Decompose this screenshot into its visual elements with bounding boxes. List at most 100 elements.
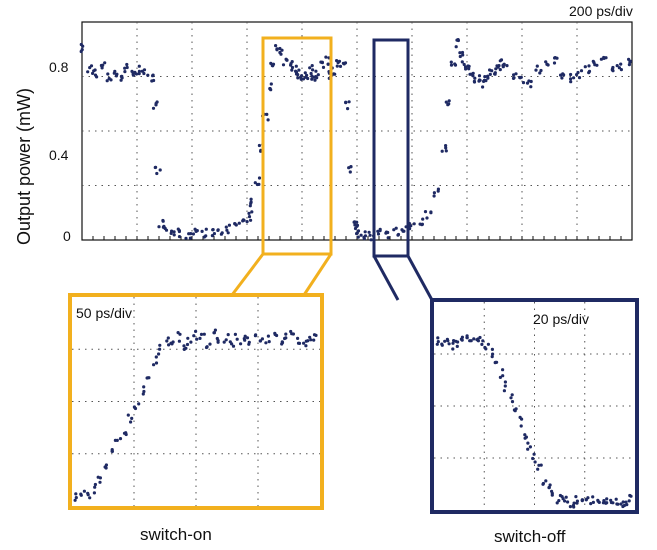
main-data-point (481, 85, 485, 89)
main-data-point (290, 60, 294, 64)
main-data-point (456, 38, 460, 43)
main-data-point (250, 210, 254, 214)
main-data-point (164, 228, 169, 232)
main-data-point (269, 61, 273, 65)
main-data-point (569, 80, 573, 84)
main-data-point (369, 238, 373, 242)
switch-off-data-point (604, 501, 608, 505)
switch-off-data-point (555, 501, 559, 505)
switch-on-data-point (130, 416, 134, 420)
main-data-point (297, 68, 301, 72)
main-data-point (572, 76, 576, 80)
switch-off-data-point (564, 495, 568, 499)
switch-on-data-point (152, 363, 156, 367)
switch-on-data-point (79, 492, 83, 496)
main-data-point (225, 228, 229, 232)
main-data-point (356, 229, 361, 233)
main-data-point (170, 229, 174, 233)
switch-on-data-point (176, 331, 180, 335)
y-tick-label-0.8: 0.8 (49, 59, 69, 75)
main-data-point (477, 74, 482, 78)
main-data-point (151, 106, 156, 110)
switch-off-data-point (465, 336, 469, 340)
switch-off-data-point (481, 339, 485, 343)
switch-on-data-point (239, 342, 243, 346)
main-data-point (279, 52, 283, 56)
main-data-point (130, 69, 134, 73)
main-data-point (534, 68, 538, 72)
main-data-point (194, 229, 198, 233)
main-data-point (392, 228, 396, 232)
main-data-point (615, 64, 619, 68)
switch-on-data-point (189, 340, 193, 344)
main-data-point (310, 64, 314, 68)
switch-off-data-point (491, 352, 495, 356)
main-data-point (91, 71, 95, 75)
main-data-point (338, 64, 343, 68)
switch-on-data-point (137, 402, 141, 406)
main-data-point (257, 176, 262, 180)
switch-off-data-point (440, 342, 444, 346)
switch-off-data-point (526, 441, 530, 445)
main-data-point (120, 74, 124, 78)
switch-on-data-point (147, 376, 151, 380)
main-data-point (432, 194, 436, 198)
switch-off-data-point (503, 380, 507, 384)
main-data-point (458, 54, 462, 59)
switch-off-data-point (528, 445, 533, 449)
main-data-point (184, 236, 188, 240)
main-data-point (155, 171, 159, 176)
main-data-point (483, 75, 487, 79)
switch-off-data-point (601, 501, 606, 505)
switch-on-data-point (93, 485, 97, 489)
main-data-point (511, 73, 516, 77)
switch-on-data-point (142, 385, 146, 389)
switch-on-connector-left (230, 253, 265, 296)
switch-on-data-point (185, 342, 190, 347)
main-data-point (569, 72, 573, 77)
main-data-point (271, 62, 276, 66)
main-data-point (103, 61, 107, 65)
switch-on-data-point (118, 437, 123, 441)
switch-off-data-point (443, 339, 447, 343)
main-data-point (493, 72, 497, 76)
main-data-point (304, 75, 308, 79)
main-data-point (220, 231, 224, 235)
main-data-point (137, 64, 141, 68)
main-data-point (285, 58, 289, 62)
switch-off-data-point (435, 342, 439, 346)
main-data-point (368, 233, 372, 237)
switch-on-data-point (231, 344, 236, 348)
main-data-point (268, 87, 272, 91)
main-data-point (211, 228, 215, 232)
switch-on-data-point (243, 334, 247, 338)
switch-on-data-point (308, 335, 312, 339)
main-data-point (420, 222, 424, 226)
main-data-point (281, 63, 286, 67)
switch-off-data-point (575, 499, 580, 503)
switch-on-data-point (158, 343, 162, 347)
main-data-point (454, 45, 458, 49)
main-data-point (458, 51, 462, 55)
switch-on-data-point (212, 331, 216, 335)
switch-off-data-point (609, 500, 614, 505)
main-data-point (587, 69, 592, 73)
switch-off-data-point (533, 460, 537, 464)
main-data-point (335, 64, 339, 68)
switch-off-data-point (460, 335, 464, 339)
main-data-point (346, 107, 350, 111)
switch-off-data-point (509, 396, 513, 400)
main-data-point (152, 78, 156, 83)
switch-off-data-point (572, 505, 576, 509)
switch-on-data-point (253, 334, 257, 338)
main-data-point (326, 62, 330, 66)
main-data-point (249, 218, 253, 222)
switch-on-data-point (245, 336, 250, 340)
main-data-point (274, 44, 278, 48)
main-data-point (341, 61, 345, 65)
main-data-point (356, 235, 360, 239)
main-data-point (189, 232, 193, 236)
switch-on-data-point (98, 476, 102, 480)
main-data-point (115, 72, 119, 76)
